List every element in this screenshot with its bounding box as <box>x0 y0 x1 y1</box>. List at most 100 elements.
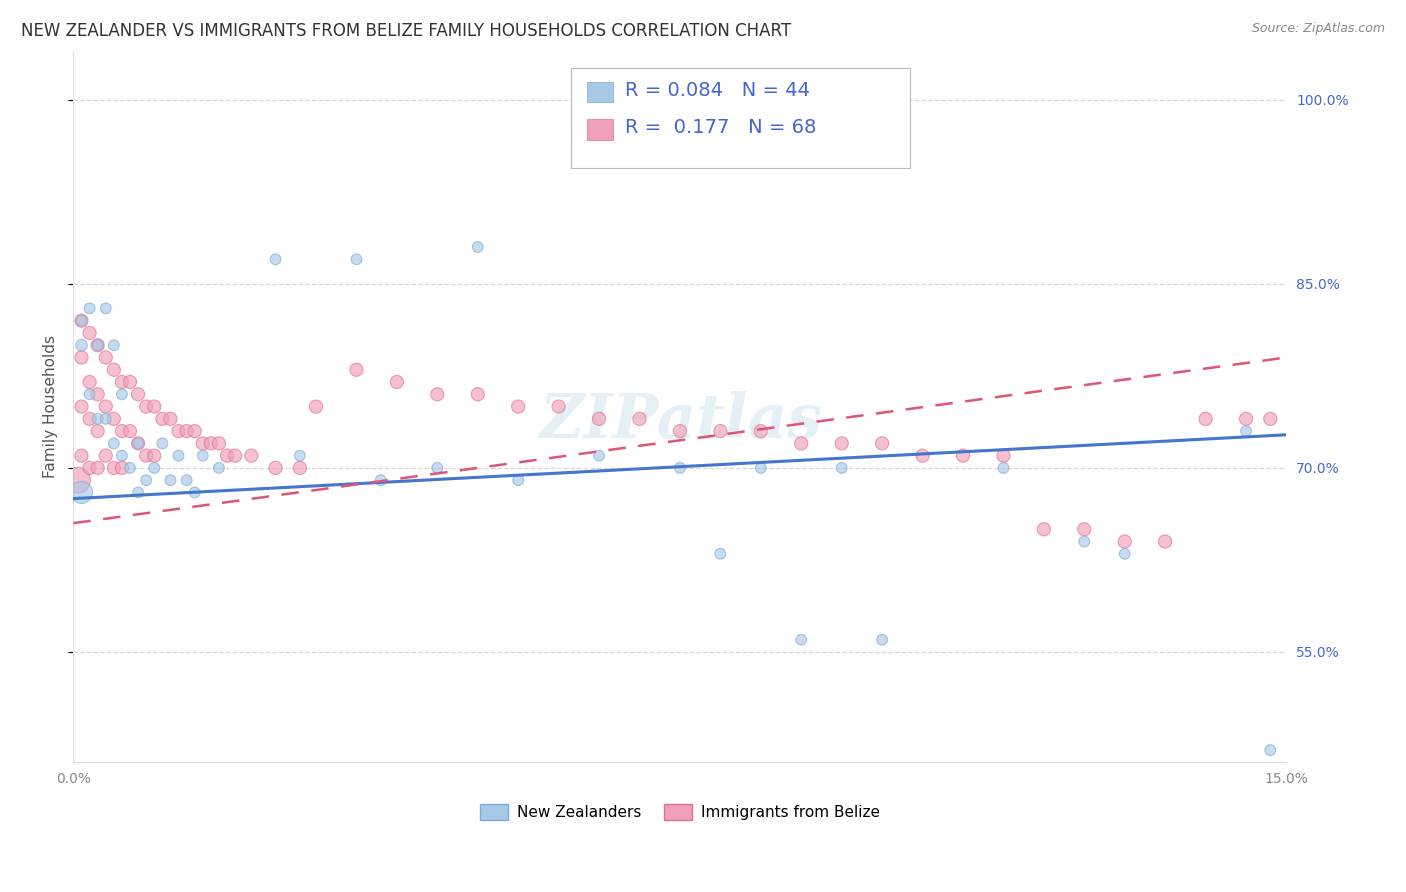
Point <box>176 473 198 487</box>
Point <box>150 436 173 450</box>
Point <box>150 412 173 426</box>
Point <box>426 387 449 401</box>
Point <box>264 252 287 267</box>
FancyBboxPatch shape <box>586 120 613 140</box>
Point <box>70 338 93 352</box>
Point <box>94 351 117 365</box>
Point <box>183 485 205 500</box>
Point <box>467 240 489 254</box>
Point <box>288 449 311 463</box>
Point <box>103 338 125 352</box>
Point <box>111 387 134 401</box>
Point <box>103 461 125 475</box>
Point <box>1073 534 1095 549</box>
Point <box>70 400 93 414</box>
Point <box>831 436 853 450</box>
Point <box>135 449 157 463</box>
Point <box>86 461 108 475</box>
Point <box>224 449 246 463</box>
Point <box>749 461 772 475</box>
Point <box>426 461 449 475</box>
Point <box>993 461 1015 475</box>
Point <box>118 375 141 389</box>
Point <box>1258 743 1281 757</box>
Point <box>1258 412 1281 426</box>
Point <box>1194 412 1216 426</box>
Point <box>588 412 610 426</box>
Point <box>588 449 610 463</box>
Point <box>94 301 117 316</box>
Point <box>370 473 392 487</box>
Point <box>86 338 108 352</box>
Point <box>264 461 287 475</box>
Point <box>669 461 692 475</box>
Point <box>191 449 214 463</box>
Point <box>215 449 238 463</box>
Point <box>628 412 651 426</box>
Point <box>79 387 101 401</box>
Point <box>508 400 530 414</box>
Point <box>709 424 731 438</box>
Point <box>79 375 101 389</box>
Point <box>103 363 125 377</box>
Point <box>94 412 117 426</box>
Point <box>118 424 141 438</box>
Point <box>1114 534 1136 549</box>
Point <box>167 449 190 463</box>
Point <box>1234 424 1257 438</box>
Text: ZIPatlas: ZIPatlas <box>538 391 821 450</box>
Point <box>111 424 134 438</box>
Point <box>1154 534 1177 549</box>
Point <box>70 485 93 500</box>
Point <box>143 400 166 414</box>
Point <box>790 436 813 450</box>
Point <box>103 436 125 450</box>
Point <box>127 436 149 450</box>
Point <box>127 485 149 500</box>
Point <box>191 436 214 450</box>
Point <box>1073 522 1095 536</box>
Point <box>870 632 893 647</box>
Point <box>70 313 93 327</box>
Point <box>94 449 117 463</box>
Point <box>1114 547 1136 561</box>
Point <box>952 449 974 463</box>
Point <box>200 436 222 450</box>
Text: NEW ZEALANDER VS IMMIGRANTS FROM BELIZE FAMILY HOUSEHOLDS CORRELATION CHART: NEW ZEALANDER VS IMMIGRANTS FROM BELIZE … <box>21 22 792 40</box>
Point <box>70 449 93 463</box>
Point <box>86 338 108 352</box>
Point <box>183 424 205 438</box>
Point <box>167 424 190 438</box>
Point <box>993 449 1015 463</box>
Point <box>1032 522 1054 536</box>
Point <box>749 424 772 438</box>
Point <box>86 387 108 401</box>
Point <box>240 449 263 463</box>
Point <box>135 473 157 487</box>
FancyBboxPatch shape <box>586 81 613 102</box>
Legend: New Zealanders, Immigrants from Belize: New Zealanders, Immigrants from Belize <box>474 797 886 826</box>
Point <box>208 461 231 475</box>
Point <box>790 632 813 647</box>
Point <box>70 313 93 327</box>
Point <box>176 424 198 438</box>
Point <box>159 473 181 487</box>
Point <box>547 400 569 414</box>
Point <box>111 449 134 463</box>
Point <box>86 424 108 438</box>
Point <box>159 412 181 426</box>
Point <box>208 436 231 450</box>
Point <box>911 449 934 463</box>
Y-axis label: Family Households: Family Households <box>44 335 58 478</box>
Point <box>111 375 134 389</box>
Point <box>508 473 530 487</box>
Point <box>70 351 93 365</box>
Point <box>831 461 853 475</box>
Point <box>111 461 134 475</box>
Point <box>79 326 101 340</box>
Point <box>79 461 101 475</box>
Point <box>79 301 101 316</box>
Point <box>118 461 141 475</box>
Point <box>385 375 408 389</box>
Text: R = 0.084   N = 44: R = 0.084 N = 44 <box>626 81 810 100</box>
